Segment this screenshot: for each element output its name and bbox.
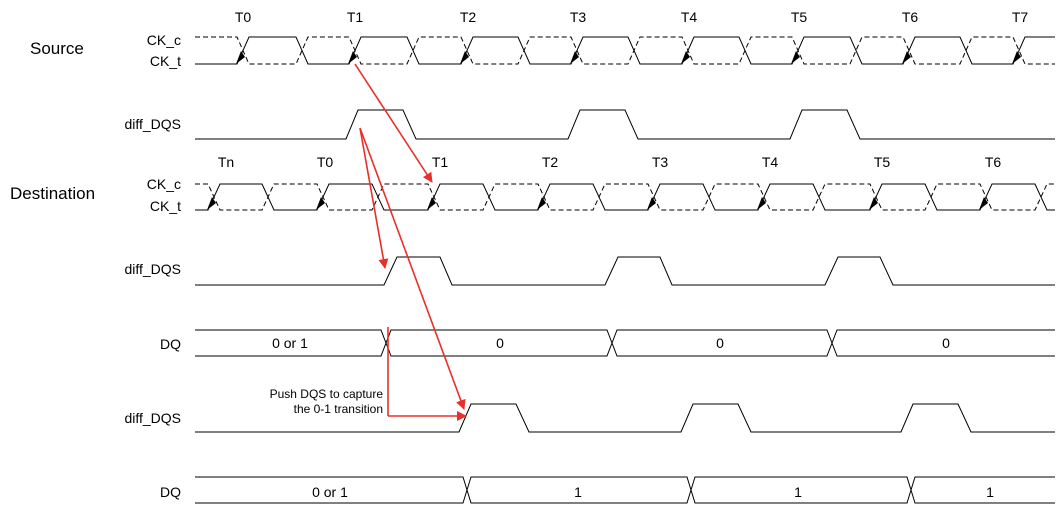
dq-value: 0 — [942, 335, 950, 351]
dest-diff-dqs-waveform — [195, 256, 1055, 286]
source-ck-c-label: CK_c — [147, 32, 181, 48]
dq-value: 1 — [574, 484, 582, 500]
source-tick-labels: T0 T1 T2 T3 T4 T5 T6 T7 — [235, 9, 1029, 25]
dest-tick-label: T1 — [432, 154, 449, 170]
dest-tick-label: T4 — [762, 154, 779, 170]
dest-ck-t-waveform — [195, 183, 1055, 211]
dq-value: 0 — [716, 335, 724, 351]
annotation-line-1: Push DQS to capture — [270, 387, 384, 401]
annotation-line-2: the 0-1 transition — [294, 402, 383, 416]
dq-value: 1 — [794, 484, 802, 500]
dest-diff-dqs-label: diff_DQS — [124, 261, 181, 277]
source-tick-label: T5 — [791, 9, 808, 25]
source-tick-label: T4 — [681, 9, 698, 25]
dest-tick-label: T6 — [985, 154, 1002, 170]
dest-tick-label: T3 — [652, 154, 669, 170]
source-ck-t-label: CK_t — [150, 53, 181, 69]
source-clock-edge-markers — [236, 51, 1021, 64]
dest-tick-label: Tn — [218, 154, 234, 170]
dqs-push-arrow — [359, 127, 466, 410]
dest-clock-edge-markers — [207, 197, 988, 210]
source-diff-dqs-waveform — [195, 109, 1055, 140]
dq-value: 0 or 1 — [312, 484, 348, 500]
source-ck-t-waveform — [195, 36, 1055, 65]
dest-tick-label: T5 — [874, 154, 891, 170]
dq-value: 0 or 1 — [272, 335, 308, 351]
pushed-diff-dqs-waveform — [195, 403, 1055, 433]
dest-tick-label: T2 — [542, 154, 559, 170]
dest-ck-t-label: CK_t — [150, 198, 181, 214]
source-tick-label: T7 — [1012, 9, 1029, 25]
clock-transfer-arrow — [354, 63, 433, 183]
pushed-dq-label: DQ — [160, 484, 181, 500]
dest-ck-c-waveform — [195, 183, 1055, 211]
dest-ck-c-label: CK_c — [147, 176, 181, 192]
pushed-dq-bus — [195, 476, 1055, 504]
source-tick-label: T1 — [347, 9, 364, 25]
dest-tick-labels: Tn T0 T1 T2 T3 T4 T5 T6 — [218, 154, 1002, 170]
dq-value: 1 — [986, 484, 994, 500]
source-diff-dqs-label: diff_DQS — [124, 116, 181, 132]
pushed-diff-dqs-label: diff_DQS — [124, 410, 181, 426]
dest-tick-label: T0 — [317, 154, 334, 170]
dqs-delay-arrow — [359, 127, 389, 269]
source-tick-label: T6 — [902, 9, 919, 25]
source-ck-c-waveform — [195, 36, 1055, 65]
destination-label: Destination — [10, 184, 95, 203]
dest-dq-label: DQ — [160, 336, 181, 352]
source-tick-label: T2 — [460, 9, 477, 25]
dq-value: 0 — [496, 335, 504, 351]
source-label: Source — [30, 39, 84, 58]
dest-dq-bus — [195, 329, 1055, 357]
source-tick-label: T0 — [235, 9, 252, 25]
source-tick-label: T3 — [570, 9, 587, 25]
